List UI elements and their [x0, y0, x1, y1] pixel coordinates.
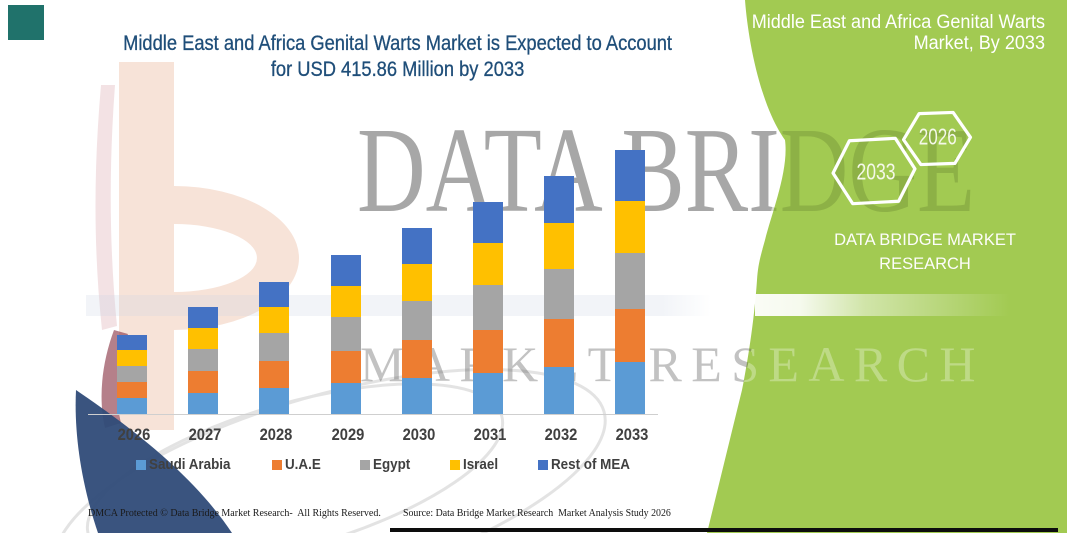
svg-text:2033: 2033 — [857, 158, 896, 184]
svg-text:2026: 2026 — [919, 124, 957, 150]
